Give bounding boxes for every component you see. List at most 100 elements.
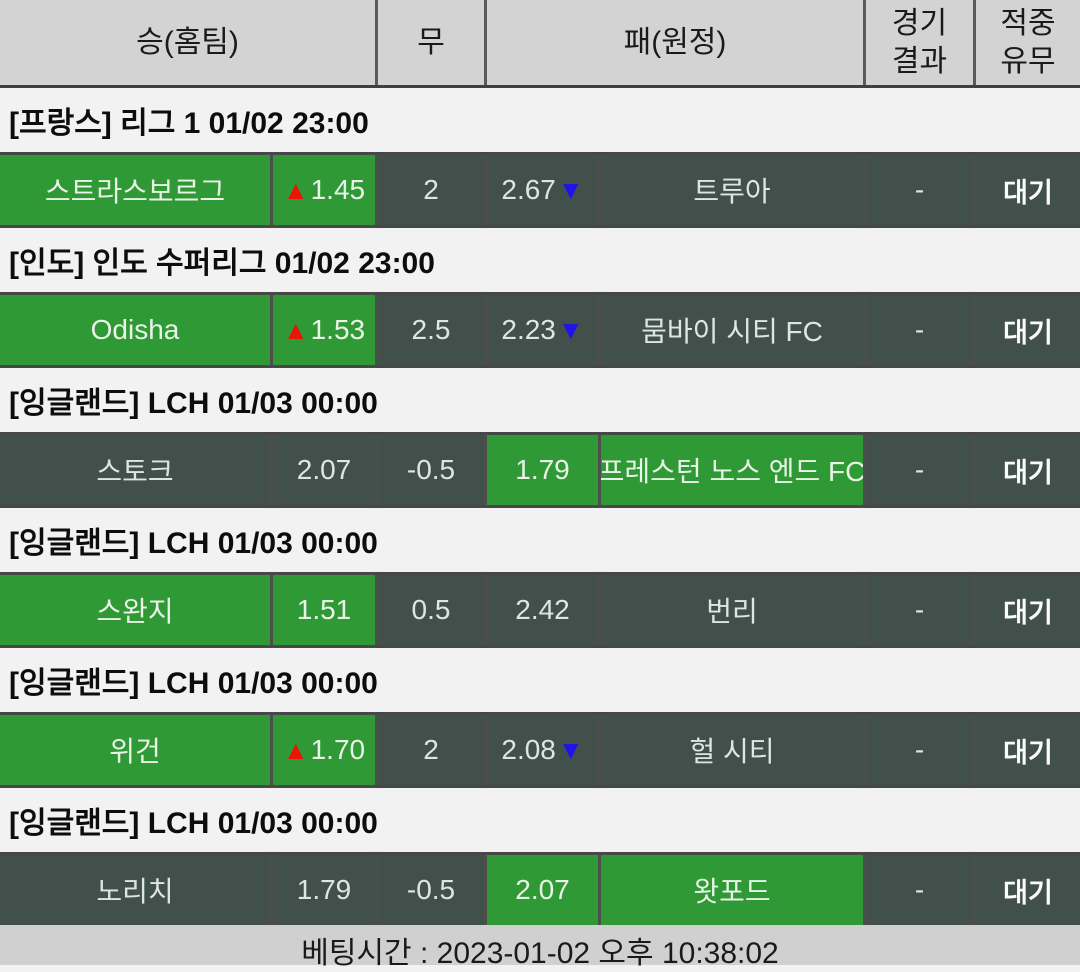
league-header-label: [잉글랜드] LCH 01/03 00:00 <box>9 807 378 840</box>
home-odds-cell[interactable]: ▲ 1.70 <box>273 715 375 785</box>
away-team-cell[interactable]: 뭄바이 시티 FC <box>601 295 863 365</box>
header-col-win-home: 승(홈팀) <box>0 0 375 85</box>
home-team-label: 스완지 <box>96 596 174 627</box>
away-odds-value: 2.67 <box>501 174 556 205</box>
header-col-hit-status-line2: 유무 <box>1000 44 1056 78</box>
up-triangle-icon: ▲ <box>282 735 309 765</box>
draw-odds-value: 2 <box>423 174 439 205</box>
home-team-label: 스토크 <box>96 456 174 487</box>
hit-status-value: 대기 <box>1003 877 1053 908</box>
league-header: [인도] 인도 수퍼리그 01/02 23:00 <box>0 228 1080 292</box>
up-triangle-icon: ▲ <box>282 175 309 205</box>
league-header: [잉글랜드] LCH 01/03 00:00 <box>0 648 1080 712</box>
league-header-label: [잉글랜드] LCH 01/03 00:00 <box>9 387 378 420</box>
hit-status-value: 대기 <box>1003 597 1053 628</box>
away-team-cell[interactable]: 번리 <box>601 575 863 645</box>
draw-odds-cell[interactable]: -0.5 <box>378 435 484 505</box>
league-header: [프랑스] 리그 1 01/02 23:00 <box>0 88 1080 152</box>
match-result-value: - <box>914 734 925 765</box>
draw-odds-cell[interactable]: 2.5 <box>378 295 484 365</box>
header-col-hit-status-line1: 적중 <box>1000 7 1056 40</box>
home-odds-value: 2.07 <box>296 454 352 485</box>
home-team-cell[interactable]: Odisha <box>0 295 270 365</box>
header-col-draw: 무 <box>378 0 484 85</box>
league-header: [잉글랜드] LCH 01/03 00:00 <box>0 508 1080 572</box>
draw-odds-cell[interactable]: 2 <box>378 155 484 225</box>
match-list: [프랑스] 리그 1 01/02 23:00 스트라스보르그 ▲ 1.45 2 2… <box>0 88 1080 928</box>
home-team-cell[interactable]: 노리치 <box>0 855 270 925</box>
away-odds-cell[interactable]: 2.07▼ <box>487 855 598 925</box>
home-team-label: 노리치 <box>96 876 174 907</box>
home-team-label: 위건 <box>109 736 161 767</box>
away-odds-value: 2.08 <box>501 734 556 765</box>
home-team-cell[interactable]: 스토크 <box>0 435 270 505</box>
betting-time-label: 베팅시간 : 2023-01-02 오후 10:38:02 <box>301 937 779 970</box>
match-row: Odisha ▲ 1.53 2.5 2.23 ▼ 뭄바이 시티 FC - 대기 <box>0 292 1080 368</box>
hit-status-cell: 대기 <box>976 575 1080 645</box>
match-row: 노리치 ▲1.79 -0.5 2.07▼ 왓포드 - 대기 <box>0 852 1080 928</box>
away-odds-value: 2.07 <box>515 874 570 905</box>
match-row: 스토크 ▲2.07 -0.5 1.79▼ 프레스턴 노스 엔드 FC - 대기 <box>0 432 1080 508</box>
home-odds-cell[interactable]: ▲1.79 <box>273 855 375 925</box>
match-result-cell: - <box>866 295 973 365</box>
home-odds-cell[interactable]: ▲ 1.45 <box>273 155 375 225</box>
away-team-label: 프레스턴 노스 엔드 FC <box>601 456 863 487</box>
away-odds-cell[interactable]: 2.67 ▼ <box>487 155 598 225</box>
header-col-match-result: 경기 결과 <box>866 0 973 85</box>
away-odds-cell[interactable]: 2.42▼ <box>487 575 598 645</box>
league-header-label: [잉글랜드] LCH 01/03 00:00 <box>9 667 378 700</box>
away-team-cell[interactable]: 헐 시티 <box>601 715 863 785</box>
hit-status-cell: 대기 <box>976 155 1080 225</box>
hit-status-cell: 대기 <box>976 715 1080 785</box>
betting-time-bar: 베팅시간 : 2023-01-02 오후 10:38:02 <box>0 925 1080 970</box>
away-team-cell[interactable]: 트루아 <box>601 155 863 225</box>
home-odds-value: 1.79 <box>296 874 352 905</box>
league-header: [잉글랜드] LCH 01/03 00:00 <box>0 368 1080 432</box>
away-team-cell[interactable]: 프레스턴 노스 엔드 FC <box>601 435 863 505</box>
header-col-match-result-line2: 결과 <box>891 44 948 78</box>
header-col-win-home-label: 승(홈팀) <box>136 25 239 59</box>
down-triangle-icon: ▼ <box>557 315 584 345</box>
home-odds-cell[interactable]: ▲1.51 <box>273 575 375 645</box>
hit-status-value: 대기 <box>1003 457 1053 488</box>
away-odds-cell[interactable]: 2.23 ▼ <box>487 295 598 365</box>
up-triangle-icon: ▲ <box>282 315 309 345</box>
hit-status-value: 대기 <box>1003 737 1053 768</box>
header-col-hit-status: 적중 유무 <box>976 0 1080 85</box>
hit-status-cell: 대기 <box>976 295 1080 365</box>
draw-odds-value: 2 <box>423 734 439 765</box>
home-odds-cell[interactable]: ▲2.07 <box>273 435 375 505</box>
away-team-label: 트루아 <box>693 176 771 207</box>
hit-status-cell: 대기 <box>976 435 1080 505</box>
match-result-value: - <box>914 314 925 345</box>
away-odds-value: 2.23 <box>501 314 556 345</box>
league-header-label: [인도] 인도 수퍼리그 01/02 23:00 <box>9 247 435 280</box>
home-team-cell[interactable]: 위건 <box>0 715 270 785</box>
league-header-label: [잉글랜드] LCH 01/03 00:00 <box>9 527 378 560</box>
away-team-cell[interactable]: 왓포드 <box>601 855 863 925</box>
draw-odds-cell[interactable]: 0.5 <box>378 575 484 645</box>
home-team-label: Odisha <box>90 314 180 345</box>
match-result-value: - <box>914 594 925 625</box>
draw-odds-value: -0.5 <box>406 874 456 905</box>
away-odds-cell[interactable]: 2.08 ▼ <box>487 715 598 785</box>
match-result-cell: - <box>866 155 973 225</box>
hit-status-value: 대기 <box>1003 177 1053 208</box>
league-header-label: [프랑스] 리그 1 01/02 23:00 <box>9 107 369 140</box>
away-odds-cell[interactable]: 1.79▼ <box>487 435 598 505</box>
draw-odds-cell[interactable]: -0.5 <box>378 855 484 925</box>
header-col-lose-away: 패(원정) <box>487 0 863 85</box>
home-team-label: 스트라스보르그 <box>44 176 226 207</box>
match-result-cell: - <box>866 575 973 645</box>
match-row: 스트라스보르그 ▲ 1.45 2 2.67 ▼ 트루아 - 대기 <box>0 152 1080 228</box>
home-odds-cell[interactable]: ▲ 1.53 <box>273 295 375 365</box>
away-team-label: 번리 <box>706 596 758 627</box>
header-col-draw-label: 무 <box>417 25 445 59</box>
home-team-cell[interactable]: 스완지 <box>0 575 270 645</box>
header-col-lose-away-label: 패(원정) <box>623 25 727 59</box>
home-team-cell[interactable]: 스트라스보르그 <box>0 155 270 225</box>
draw-odds-cell[interactable]: 2 <box>378 715 484 785</box>
league-header: [잉글랜드] LCH 01/03 00:00 <box>0 788 1080 852</box>
away-team-label: 왓포드 <box>693 876 771 907</box>
draw-odds-value: -0.5 <box>406 454 456 485</box>
